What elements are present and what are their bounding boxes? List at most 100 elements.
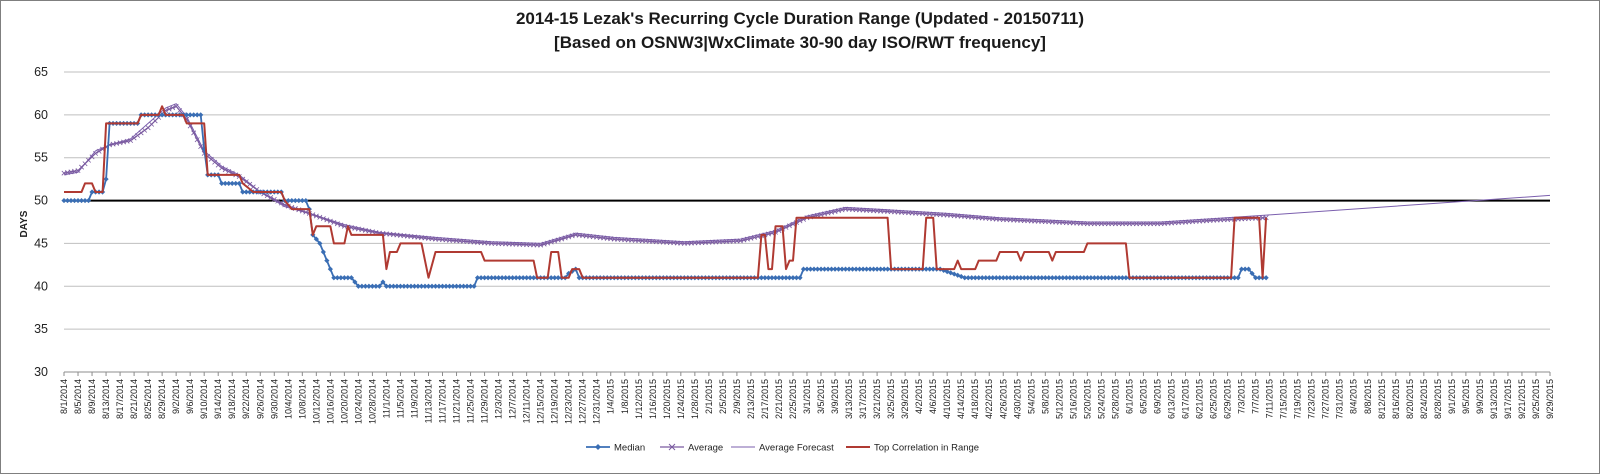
average-point xyxy=(1144,221,1150,227)
median-point xyxy=(446,283,453,289)
x-tick-label: 4/2/2015 xyxy=(914,379,924,414)
median-point xyxy=(453,283,460,289)
median-point xyxy=(390,283,397,289)
median-point xyxy=(425,283,432,289)
median-point xyxy=(762,275,768,281)
x-tick-label: 8/13/2014 xyxy=(101,379,111,419)
median-point xyxy=(1238,266,1245,272)
average-point xyxy=(1088,221,1094,227)
median-point xyxy=(885,266,891,272)
average-point xyxy=(1133,221,1139,227)
median-point xyxy=(292,197,298,204)
gridlines xyxy=(64,71,1550,373)
average-point xyxy=(1109,221,1115,227)
median-point xyxy=(191,112,197,118)
x-tick-label: 10/4/2014 xyxy=(283,379,293,419)
median-point xyxy=(979,275,985,281)
average-point xyxy=(1105,221,1111,227)
x-tick-label: 7/11/2015 xyxy=(1265,379,1275,418)
median-point xyxy=(184,112,190,118)
median-point xyxy=(811,266,817,272)
median-point xyxy=(818,266,824,272)
x-tick-label: 9/26/2014 xyxy=(255,379,265,419)
median-point xyxy=(78,197,85,204)
median-point xyxy=(1263,275,1269,281)
average-point xyxy=(1151,221,1157,227)
median-point xyxy=(383,283,390,289)
median-point xyxy=(962,275,968,281)
median-point xyxy=(89,189,95,195)
series-average-forecast-line xyxy=(63,103,1551,244)
median-point xyxy=(825,266,831,272)
median-point xyxy=(499,275,505,281)
x-tick-label: 9/10/2014 xyxy=(199,379,209,419)
x-tick-label: 10/16/2014 xyxy=(325,379,335,424)
median-point xyxy=(345,275,351,281)
average-point xyxy=(177,108,183,114)
median-point xyxy=(348,275,354,281)
average-point xyxy=(219,165,225,171)
x-tick-label: 8/1/2014 xyxy=(59,379,69,414)
average-point xyxy=(1091,221,1097,227)
average-point xyxy=(1116,221,1122,227)
median-point xyxy=(1025,275,1031,281)
median-point xyxy=(219,180,225,187)
series-layer xyxy=(61,103,1551,289)
median-point xyxy=(1084,275,1090,281)
x-tick-label: 3/9/2015 xyxy=(830,379,840,414)
x-tick-label: 12/7/2014 xyxy=(508,379,518,419)
y-tick-label: 50 xyxy=(34,194,48,208)
median-point xyxy=(1249,270,1255,277)
average-point xyxy=(310,212,316,218)
average-point xyxy=(1084,221,1090,227)
x-tick-label: 5/12/2015 xyxy=(1054,379,1064,419)
median-point xyxy=(993,275,999,281)
median-point xyxy=(82,197,88,204)
median-point xyxy=(821,266,828,272)
median-point xyxy=(930,266,936,272)
median-point xyxy=(331,275,337,281)
x-tick-label: 1/4/2015 xyxy=(606,379,616,414)
median-point xyxy=(289,197,295,204)
median-point xyxy=(229,180,235,187)
chart-title: 2014-15 Lezak's Recurring Cycle Duration… xyxy=(515,9,1085,28)
median-point xyxy=(474,275,481,281)
median-point xyxy=(797,275,803,281)
x-tick-label: 7/31/2015 xyxy=(1335,379,1345,419)
median-point xyxy=(366,283,372,289)
x-tick-label: 8/25/2014 xyxy=(143,379,153,419)
x-tick-label: 2/21/2015 xyxy=(774,379,784,419)
average-point xyxy=(334,221,340,227)
average-point xyxy=(278,200,284,206)
median-point xyxy=(362,283,369,289)
median-point xyxy=(103,176,109,182)
median-point xyxy=(443,283,449,289)
median-point xyxy=(64,197,71,204)
average-point xyxy=(208,156,214,162)
median-point xyxy=(313,236,319,242)
median-point xyxy=(397,283,404,289)
x-tick-label: 6/17/2015 xyxy=(1181,379,1191,419)
x-tick-label: 1/20/2015 xyxy=(662,379,672,419)
x-tick-label: 9/9/2015 xyxy=(1475,379,1485,414)
average-point xyxy=(541,241,547,247)
median-point xyxy=(1102,275,1108,281)
median-point xyxy=(1112,275,1119,281)
x-tick-label: 12/23/2014 xyxy=(564,379,574,424)
median-point xyxy=(874,266,880,272)
x-tick-label: 9/29/2015 xyxy=(1545,379,1555,419)
x-tick-label: 9/25/2015 xyxy=(1531,379,1541,419)
average-point xyxy=(187,123,193,129)
x-tick-label: 9/22/2014 xyxy=(241,379,251,419)
x-tick-label: 12/15/2014 xyxy=(536,379,546,424)
y-tick-label: 35 xyxy=(34,322,48,336)
legend-marker xyxy=(668,443,676,451)
median-point xyxy=(955,272,961,278)
median-point xyxy=(986,275,992,281)
average-point xyxy=(1112,221,1118,227)
average-point xyxy=(191,130,197,136)
x-tick-label: 6/1/2015 xyxy=(1124,379,1134,414)
median-point xyxy=(320,249,326,255)
